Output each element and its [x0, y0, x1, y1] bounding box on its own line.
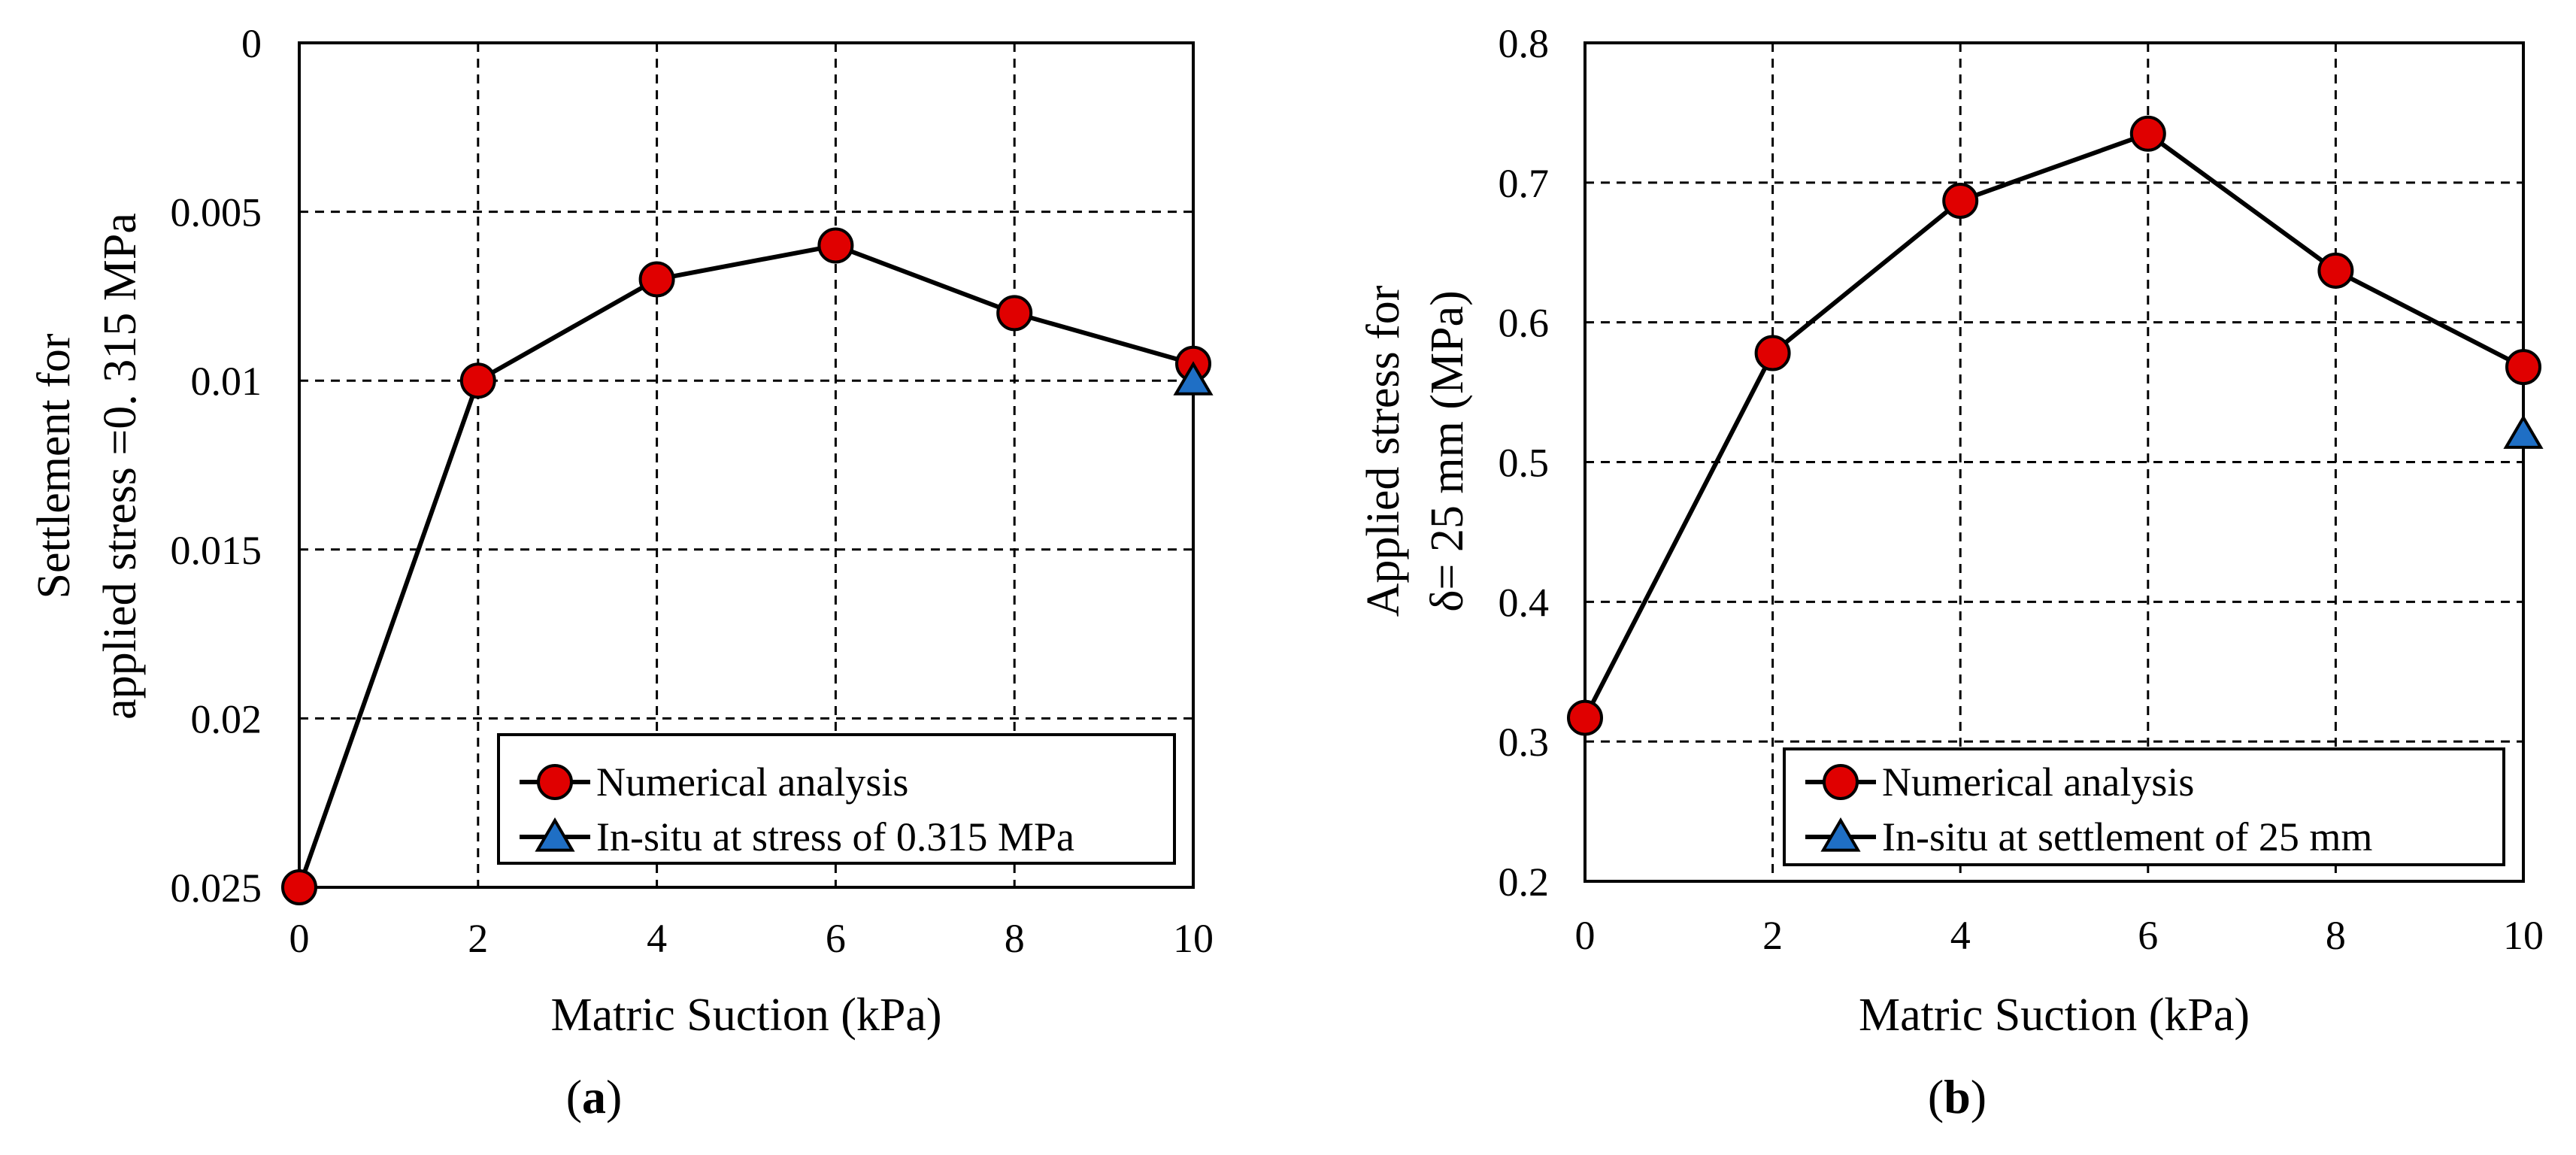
panel-a-triangle-point [1173, 361, 1214, 396]
panel-a-plot-frame [298, 41, 1195, 889]
panel-b-series-1 [1567, 115, 2541, 736]
panel-a-x-tick-label: 2 [468, 916, 488, 961]
panel-a-x-tick-label: 0 [289, 916, 310, 961]
panel-b-x-tick-label: 2 [1762, 913, 1783, 958]
panel-a-x-tick-label: 10 [1173, 916, 1214, 961]
panel-b-y-tick-label: 0.5 [1499, 441, 1550, 486]
panel-a-y-tick-label: 0.025 [171, 865, 262, 911]
panel-b-x-tick-label: 8 [2326, 913, 2346, 958]
panel-b-y-tick-label: 0.2 [1499, 859, 1550, 905]
panel-a-x-tick-label: 6 [826, 916, 846, 961]
panel-b-x-tick-label: 10 [2503, 913, 2544, 958]
panel-a-data-point [817, 227, 854, 264]
panel-b-legend-box [1783, 747, 2505, 866]
panel-b-y-tick-label: 0.4 [1499, 580, 1550, 625]
panel-b-y-tick-label: 0.7 [1499, 161, 1550, 206]
panel-a-data-point [459, 362, 496, 399]
panel-a-legend: Numerical analysis In-situ at stress of 0… [497, 733, 1176, 865]
panel-b-data-point [1754, 335, 1791, 371]
panel-a-y-tick-label: 0.02 [191, 696, 262, 741]
panel-b-x-tick-label: 4 [1950, 913, 1971, 958]
panel-a-label: (a) [566, 1070, 623, 1123]
panel-b-grid [1585, 43, 2523, 881]
panel-a-legend-triangle-marker [535, 817, 575, 852]
panel-a-legend-box [497, 733, 1176, 865]
panel-b-data-point [2129, 115, 2166, 152]
panel-b-triangle-point [2503, 414, 2544, 449]
panel-a-label-part: a [582, 1070, 606, 1123]
panel-b: 0.2 0.3 0.4 0.5 0.6 0.7 0.8 0 2 4 6 8 10 Matric Sucti… [1358, 21, 2544, 1123]
panel-a-x-tick-label: 4 [647, 916, 667, 961]
panel-b-data-point [1942, 182, 1979, 219]
panel-b-data-point [1567, 699, 1603, 736]
panel-b-x-tick-label: 0 [1575, 913, 1596, 958]
panel-b-plot-frame [1583, 41, 2525, 883]
panel-a-y-tick-label: 0.005 [171, 190, 262, 235]
panel-a-y-axis-title-line: applied stress =0. 315 MPa [95, 213, 146, 720]
panel-b-legend: Numerical analysis In-situ at settlement … [1783, 747, 2505, 866]
panel-b-y-axis-title-line: δ= 25 mm (MPa) [1422, 290, 1473, 612]
panel-b-y-tick-label: 0.6 [1499, 301, 1550, 346]
panel-b-legend-circle-marker [1823, 764, 1859, 800]
panel-a-y-tick-label: 0 [241, 21, 262, 66]
panel-b-data-point [2317, 252, 2354, 289]
panel-b-x-axis-title: Matric Suction (kPa) [1859, 990, 2250, 1041]
panel-a-y-tick-label: 0.015 [171, 528, 262, 573]
panel-a-data-point [638, 261, 675, 298]
panel-a-data-point [281, 869, 317, 905]
panel-a-label-part: ) [606, 1070, 622, 1123]
panel-b-label-part: b [1944, 1070, 1971, 1123]
panel-a-legend-label: Numerical analysis [596, 759, 908, 805]
panel-b-series-line [1583, 131, 2525, 719]
panel-a-series-2 [1173, 361, 1214, 396]
panel-b-legend-label: In-situ at settlement of 25 mm [1882, 814, 2372, 859]
panel-a-data-point [996, 295, 1033, 332]
panel-b-legend-triangle-marker [1820, 817, 1861, 852]
panel-a: 0 0.005 0.01 0.015 0.02 0.025 0 2 4 6 8 10 Matric Su… [29, 21, 1214, 1123]
panel-a-label-part: ( [566, 1070, 582, 1123]
panel-a-y-axis-title-line: Settlement for [29, 333, 80, 599]
panel-a-legend-circle-marker [537, 764, 573, 800]
panel-a-x-tick-label: 8 [1005, 916, 1025, 961]
panel-b-y-axis-title-line: Applied stress for [1358, 285, 1409, 617]
panel-b-y-tick-label: 0.3 [1499, 720, 1550, 765]
panel-b-legend-label: Numerical analysis [1882, 759, 2194, 805]
panel-a-x-axis-title: Matric Suction (kPa) [550, 990, 941, 1041]
panel-b-label-part: ( [1928, 1070, 1944, 1123]
panel-b-x-tick-label: 6 [2138, 913, 2158, 958]
panel-b-label-part: ) [1971, 1070, 1987, 1123]
panel-a-y-tick-label: 0.01 [191, 359, 262, 404]
panel-b-data-point [2505, 349, 2541, 386]
panel-a-legend-label: In-situ at stress of 0.315 MPa [596, 814, 1074, 859]
panel-b-label: (b) [1928, 1070, 1987, 1123]
panel-b-series-2 [2503, 414, 2544, 449]
panel-b-y-tick-label: 0.8 [1499, 21, 1550, 66]
panel-a-series-line [297, 243, 1194, 888]
